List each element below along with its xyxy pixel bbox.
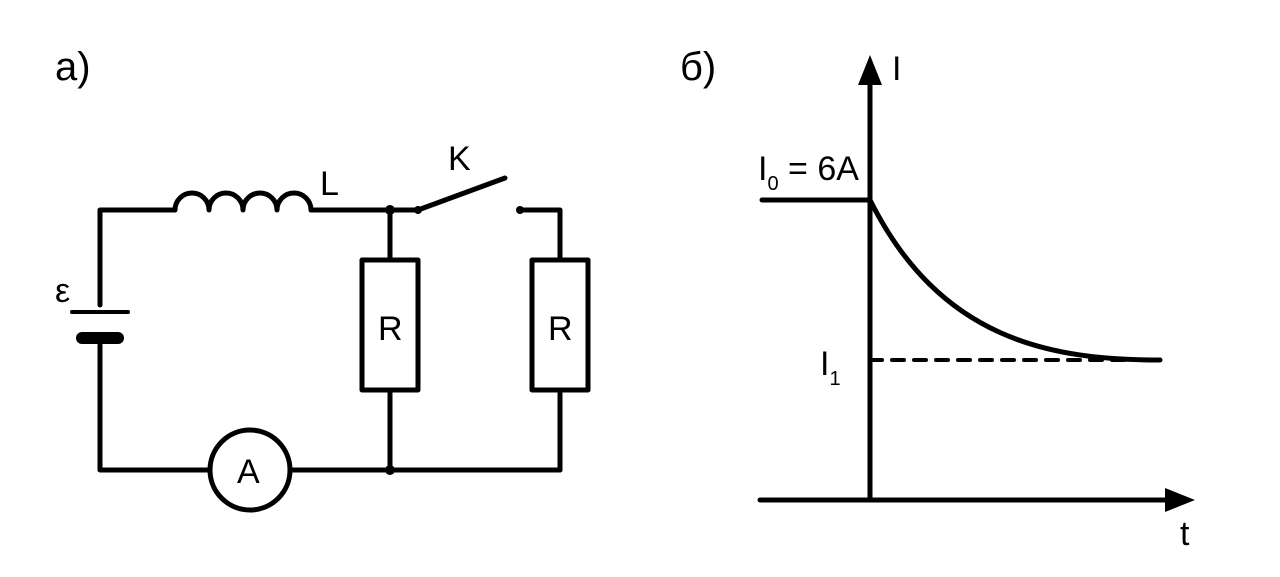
svg-text:I0 = 6A: I0 = 6A [758,150,859,195]
emf-label: ε [55,272,70,310]
resistor-right-label: R [548,310,573,348]
y-axis-label: I [892,50,901,88]
i1-label: I1 [820,345,841,390]
decay-graph: I t I0 = 6A I1 [758,50,1195,553]
ammeter-label: A [237,453,260,491]
i0-label: I0 = 6A [758,150,859,195]
x-axis-label: t [1180,515,1190,553]
resistor-left-label: R [378,310,403,348]
circuit-diagram: L K R R A ε [55,140,588,510]
switch-label: K [448,140,471,178]
figure-svg: а) L K R R A [0,0,1280,577]
decay-curve [870,200,1160,360]
inductor-label: L [320,165,339,203]
panel-b-label: б) [680,45,716,89]
svg-text:I1: I1 [820,345,841,390]
panel-a-label: а) [55,45,91,89]
